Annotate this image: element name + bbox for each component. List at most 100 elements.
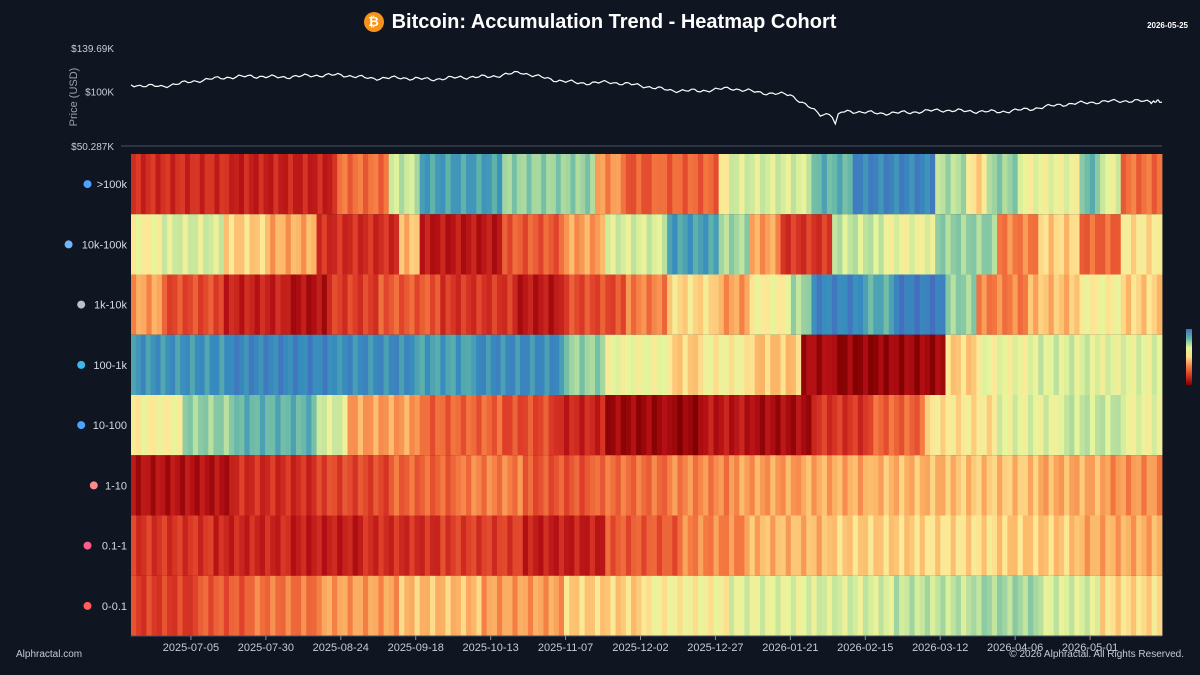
heatmap-cell xyxy=(404,395,410,456)
heatmap-cell xyxy=(180,455,186,516)
heatmap-cell xyxy=(935,154,941,215)
heatmap-cell xyxy=(393,575,400,636)
heatmap-cell xyxy=(1012,575,1019,636)
heatmap-cell xyxy=(1007,214,1013,275)
heatmap-cell xyxy=(213,395,220,456)
heatmap-cell xyxy=(785,455,792,516)
heatmap-cell xyxy=(594,395,601,456)
heatmap-cell xyxy=(1146,334,1153,395)
heatmap-cell xyxy=(1151,214,1158,275)
heatmap-cell xyxy=(1053,214,1060,275)
heatmap-cell xyxy=(466,334,472,395)
heatmap-cell xyxy=(337,274,343,335)
heatmap-cell xyxy=(170,334,176,395)
heatmap-cell xyxy=(981,395,988,456)
heatmap-cell xyxy=(383,395,390,456)
heatmap-cell xyxy=(512,274,519,335)
heatmap-cell xyxy=(620,455,627,516)
heatmap-cell xyxy=(450,395,457,456)
heatmap-cell xyxy=(1033,214,1039,275)
heatmap-cell xyxy=(728,274,735,335)
heatmap-cell xyxy=(228,515,235,576)
heatmap-cell xyxy=(579,395,586,456)
heatmap-cell xyxy=(826,395,833,456)
heatmap-cell xyxy=(419,575,426,636)
heatmap-cell xyxy=(502,274,508,335)
heatmap-cell xyxy=(991,334,998,395)
heatmap-cell xyxy=(1100,154,1106,215)
heatmap-cell xyxy=(1094,154,1101,215)
heatmap-cell xyxy=(981,214,988,275)
heatmap-cell xyxy=(625,154,632,215)
heatmap-cell xyxy=(919,575,926,636)
heatmap-cell xyxy=(527,575,534,636)
heatmap-cell xyxy=(388,575,395,636)
heatmap-cell xyxy=(656,395,663,456)
heatmap-cell xyxy=(283,334,289,395)
heatmap-cell xyxy=(893,395,900,456)
heatmap-cell xyxy=(806,455,812,516)
heatmap-cell xyxy=(739,515,745,576)
heatmap-cell xyxy=(491,154,498,215)
heatmap-cell xyxy=(280,395,287,456)
heatmap-cell xyxy=(182,395,189,456)
heatmap-cell xyxy=(214,334,220,395)
heatmap-cell xyxy=(744,575,750,636)
heatmap-cell xyxy=(713,575,720,636)
heatmap-cell xyxy=(966,334,972,395)
heatmap-cell xyxy=(919,515,926,576)
heatmap-cell xyxy=(723,214,730,275)
heatmap-cell xyxy=(734,334,740,395)
heatmap-cell xyxy=(579,575,586,636)
heatmap-cell xyxy=(569,575,575,636)
heatmap-cell xyxy=(842,515,848,576)
heatmap-cell xyxy=(837,334,843,395)
heatmap-cell xyxy=(1131,575,1137,636)
heatmap-cell xyxy=(285,515,292,576)
heatmap-cell xyxy=(687,334,694,395)
heatmap-cell xyxy=(924,274,931,335)
heatmap-cell xyxy=(997,455,1003,516)
heatmap-cell xyxy=(254,575,261,636)
heatmap-cell xyxy=(293,334,299,395)
heatmap-cell xyxy=(208,395,214,456)
heatmap-cell xyxy=(564,455,570,516)
heatmap-cell xyxy=(471,515,477,576)
heatmap-cell xyxy=(155,455,161,516)
heatmap-cell xyxy=(734,395,740,456)
heatmap-cell xyxy=(1120,515,1127,576)
heatmap-cell xyxy=(734,274,740,335)
heatmap-cell xyxy=(522,214,529,275)
heatmap-cell xyxy=(362,334,369,395)
heatmap-cell xyxy=(185,334,191,395)
heatmap-cell xyxy=(131,575,137,636)
heatmap-cell xyxy=(971,334,977,395)
heatmap-cell xyxy=(161,575,168,636)
heatmap-cell xyxy=(610,515,616,576)
heatmap-cell xyxy=(837,395,843,456)
heatmap-cell xyxy=(1084,575,1091,636)
heatmap-cell xyxy=(955,515,962,576)
heatmap-cell xyxy=(909,575,915,636)
heatmap-cell xyxy=(656,575,663,636)
heatmap-cell xyxy=(268,154,274,215)
heatmap-cell xyxy=(522,575,529,636)
heatmap-cell xyxy=(234,455,240,516)
heatmap-cell xyxy=(703,334,709,395)
heatmap-cell xyxy=(986,575,993,636)
heatmap-cell xyxy=(780,214,787,275)
heatmap-cell xyxy=(997,575,1003,636)
heatmap-cell xyxy=(502,154,508,215)
heatmap-cell xyxy=(278,334,284,395)
heatmap-cell xyxy=(945,455,952,516)
heatmap-cell xyxy=(914,154,921,215)
heatmap-cell xyxy=(1100,274,1106,335)
price-tick-label: $139.69K xyxy=(71,44,114,55)
heatmap-cell xyxy=(790,274,797,335)
heatmap-cell xyxy=(703,274,709,335)
heatmap-cell xyxy=(713,154,720,215)
heatmap-cell xyxy=(548,575,555,636)
heatmap-cell xyxy=(290,395,297,456)
heatmap-cell xyxy=(419,274,426,335)
heatmap-cell xyxy=(672,455,678,516)
